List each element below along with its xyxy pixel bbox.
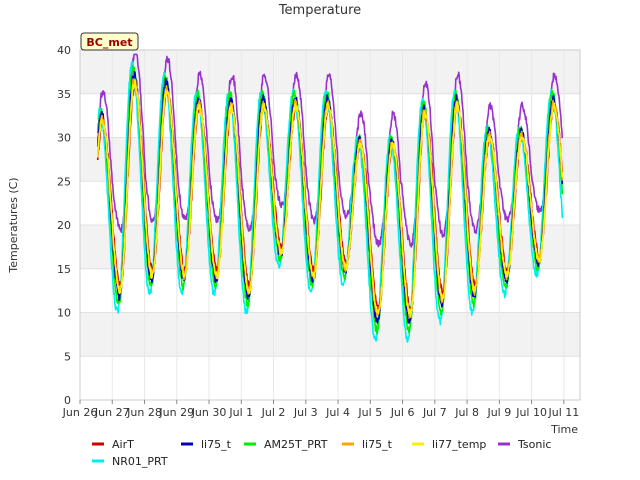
legend-label: li77_temp (432, 438, 486, 451)
plot-area-frame (79, 49, 581, 401)
station-badge-label: BC_met (86, 36, 132, 49)
x-tick-label: Jun 26 (62, 406, 98, 419)
x-tick-label: Jul 7 (422, 406, 447, 419)
x-tick-label: Jul 10 (515, 406, 547, 419)
y-tick-label: 20 (57, 219, 71, 232)
y-tick-label: 5 (64, 350, 71, 363)
legend-label: Tsonic (517, 438, 551, 451)
legend-label: li75_t (362, 438, 393, 451)
y-tick-label: 35 (57, 88, 71, 101)
x-tick-label: Jun 27 (94, 406, 130, 419)
x-tick-label: Jul 5 (357, 406, 382, 419)
x-tick-label: Jul 3 (293, 406, 318, 419)
station-badge: BC_met (80, 32, 139, 51)
x-tick-label: Jun 30 (191, 406, 227, 419)
y-tick-label: 15 (57, 263, 71, 276)
y-tick-label: 10 (57, 307, 71, 320)
y-tick-label: 40 (57, 44, 71, 57)
legend-label: AM25T_PRT (264, 438, 328, 451)
x-tick-label: Jun 28 (126, 406, 162, 419)
series-line-nr01-prt (97, 60, 564, 343)
x-tick-label: Jul 6 (390, 406, 415, 419)
legend-label: AirT (112, 438, 134, 451)
chart-title: Temperature (278, 3, 361, 18)
station-badge-box (80, 32, 139, 51)
y-tick-label: 30 (57, 132, 71, 145)
x-tick-label: Jul 1 (228, 406, 253, 419)
legend-label: li75_t (201, 438, 232, 451)
series-line-li77-temp (96, 79, 564, 317)
y-tick-label: 0 (64, 394, 71, 407)
y-tick-label: 25 (57, 175, 71, 188)
x-axis-title: Time (550, 423, 578, 436)
plot-band (80, 312, 580, 357)
series-lines (96, 53, 564, 343)
x-tick-label: Jul 2 (261, 406, 286, 419)
x-tick-label: Jun 29 (158, 406, 194, 419)
legend: AirT li75_t AM25T_PRT li75_t li77_temp Tsonic… (92, 438, 551, 468)
x-tick-label: Jul 9 (486, 406, 511, 419)
legend-label: NR01_PRT (112, 455, 168, 468)
x-tick-label: Jul 4 (325, 406, 350, 419)
plot-band (80, 137, 580, 182)
plot-band (80, 50, 580, 94)
y-axis-title: Temperatures (C) (7, 177, 20, 273)
y-axis-ticks: 0 5 10 15 20 25 30 35 40 (57, 44, 71, 407)
x-tick-label: Jul 8 (454, 406, 479, 419)
x-tick-label: Jul 11 (547, 406, 579, 419)
